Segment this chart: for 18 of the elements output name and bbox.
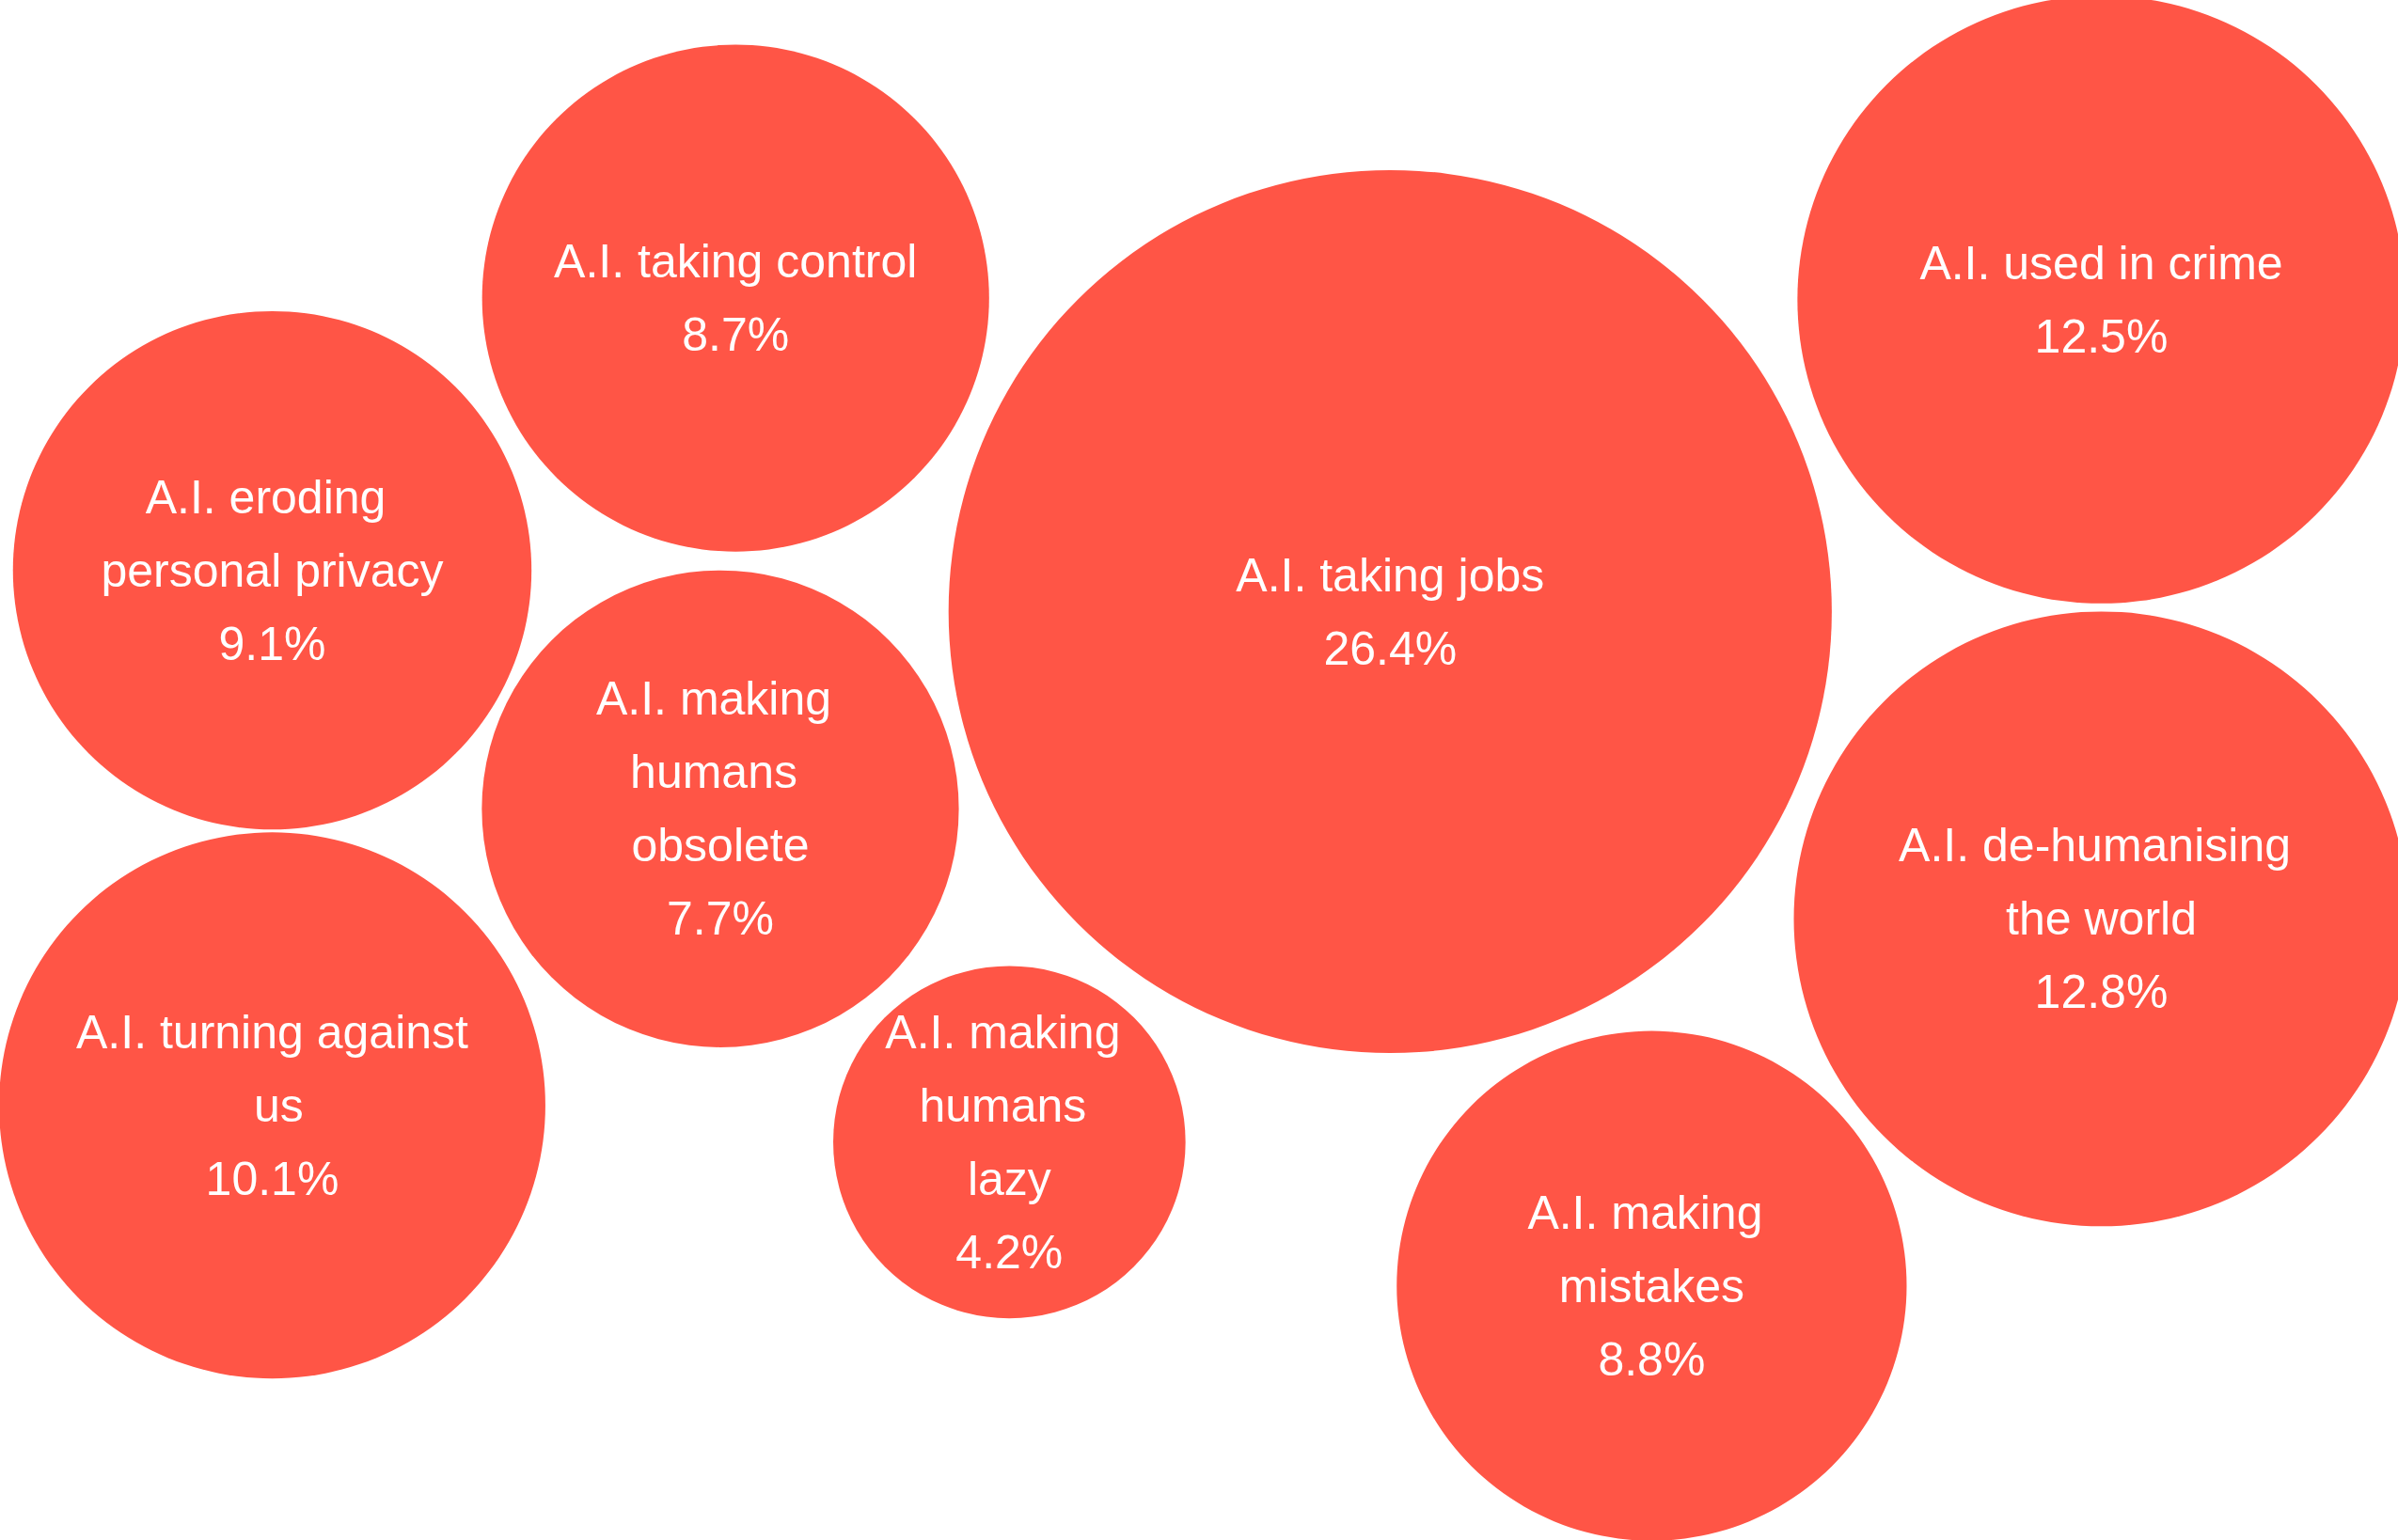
data-label: 8.7% [682,308,790,362]
category-label: A.I. making humans obsolete [595,672,844,872]
data-label: 26.4% [1323,621,1458,675]
data-label: 12.5% [2034,309,2169,363]
category-label: A.I. eroding personal privacy [101,470,444,597]
category-label: A.I. de-humanising the world [1899,819,2304,946]
category-label: A.I. used in crime [1919,236,2283,290]
data-label: 8.8% [1598,1332,1706,1386]
category-label: A.I. turning against us [76,1005,469,1132]
category-label: A.I. taking jobs [1236,548,1545,602]
data-label: 7.7% [666,892,774,946]
data-label: 9.1% [218,617,326,670]
category-label: A.I. taking control [554,235,918,289]
data-label: 10.1% [205,1152,339,1205]
category-label: A.I. making mistakes [1527,1186,1776,1312]
data-label: 12.8% [2034,966,2169,1019]
category-label: A.I. making humans lazy [885,1005,1134,1205]
data-label: 4.2% [955,1225,1064,1279]
